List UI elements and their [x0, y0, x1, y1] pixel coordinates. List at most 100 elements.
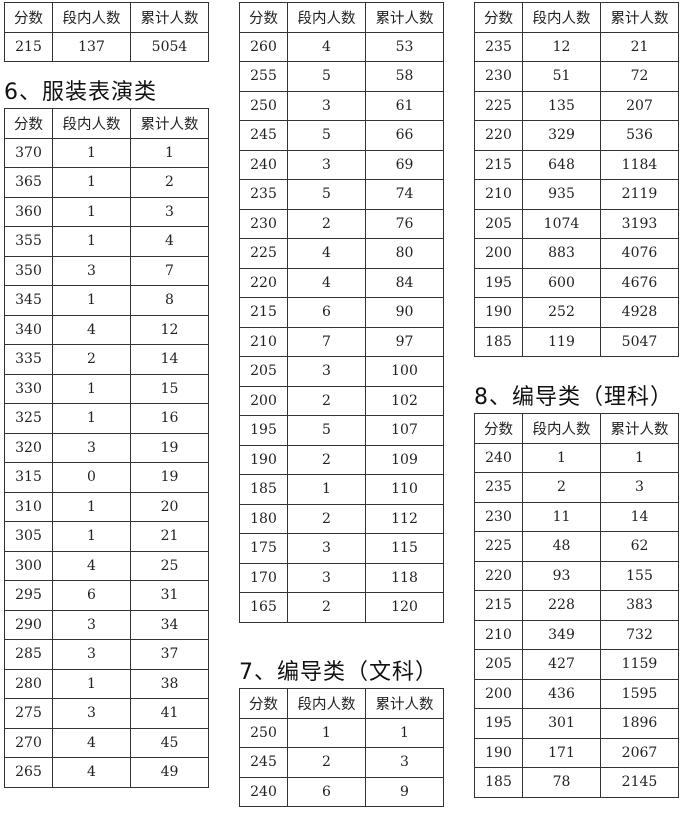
segment-count-cell: 6 — [287, 776, 366, 807]
table-row: 330 1 15 — [4, 373, 209, 404]
score-cell: 210 — [474, 619, 523, 650]
segment-count-cell: 1 — [52, 373, 131, 404]
table-row: 230 2 76 — [239, 208, 444, 239]
table-directing-science: 分数 段内人数 累计人数 240 1 1 235 2 3 230 11 14 225 48 62 220 93 1… — [474, 413, 679, 798]
score-cell: 195 — [239, 415, 288, 446]
table-row: 335 2 14 — [4, 344, 209, 375]
cumulative-count-cell: 536 — [600, 120, 679, 151]
segment-count-cell: 3 — [52, 255, 131, 286]
score-cell: 275 — [4, 698, 53, 729]
header-row: 分数 段内人数 累计人数 — [4, 2, 209, 33]
cumulative-count-cell: 14 — [130, 344, 209, 375]
score-cell: 340 — [4, 314, 53, 345]
cumulative-count-cell: 107 — [365, 415, 444, 446]
segment-count-cell: 3 — [52, 639, 131, 670]
score-cell: 345 — [4, 285, 53, 316]
table-row: 245 2 3 — [239, 747, 444, 778]
cumulative-count-cell: 21 — [130, 521, 209, 552]
score-cell: 215 — [239, 297, 288, 328]
segment-count-cell: 6 — [52, 580, 131, 611]
cumulative-count-cell: 1184 — [600, 149, 679, 180]
score-cell: 355 — [4, 226, 53, 257]
score-cell: 205 — [239, 356, 288, 387]
cumulative-count-cell: 1896 — [600, 708, 679, 739]
score-cell: 185 — [239, 474, 288, 505]
segment-count-cell: 2 — [287, 592, 366, 623]
segment-count-cell: 1 — [52, 137, 131, 168]
table-row: 190 171 2067 — [474, 737, 679, 768]
cumulative-count-cell: 19 — [130, 432, 209, 463]
score-cell: 240 — [239, 149, 288, 180]
segment-count-cell: 2 — [52, 344, 131, 375]
cumulative-count-cell: 21 — [600, 31, 679, 62]
table-row: 250 1 1 — [239, 717, 444, 748]
score-cell: 205 — [474, 208, 523, 239]
segment-count-cell: 1 — [52, 521, 131, 552]
score-cell: 245 — [239, 747, 288, 778]
score-cell: 325 — [4, 403, 53, 434]
column-header: 分数 — [239, 2, 288, 33]
table-row: 205 3 100 — [239, 356, 444, 387]
score-cell: 190 — [474, 737, 523, 768]
cumulative-count-cell: 14 — [600, 501, 679, 532]
segment-count-cell: 1 — [52, 226, 131, 257]
segment-count-cell: 51 — [522, 61, 601, 92]
column-header: 段内人数 — [287, 688, 366, 719]
table-row: 230 11 14 — [474, 501, 679, 532]
table-fashion-show-continued: 分数 段内人数 累计人数 260 4 53 255 5 58 250 3 61 245 5 66 240 3 69… — [239, 2, 444, 623]
table-row: 250 3 61 — [239, 90, 444, 121]
segment-count-cell: 1 — [52, 285, 131, 316]
cumulative-count-cell: 732 — [600, 619, 679, 650]
cumulative-count-cell: 4076 — [600, 238, 679, 269]
table-row: 300 4 25 — [4, 550, 209, 581]
cumulative-count-cell: 112 — [365, 503, 444, 534]
table-row: 175 3 115 — [239, 533, 444, 564]
segment-count-cell: 600 — [522, 267, 601, 298]
cumulative-count-cell: 1 — [365, 717, 444, 748]
score-cell: 315 — [4, 462, 53, 493]
cumulative-count-cell: 102 — [365, 385, 444, 416]
table-row: 225 4 80 — [239, 238, 444, 269]
score-cell: 260 — [239, 31, 288, 62]
cumulative-count-cell: 115 — [365, 533, 444, 564]
table-row: 360 1 3 — [4, 196, 209, 227]
table-row: 215 137 5054 — [4, 31, 209, 62]
segment-count-cell: 648 — [522, 149, 601, 180]
segment-count-cell: 1 — [52, 403, 131, 434]
score-cell: 205 — [474, 649, 523, 680]
score-cell: 200 — [239, 385, 288, 416]
cumulative-count-cell: 4 — [130, 226, 209, 257]
segment-count-cell: 2 — [287, 385, 366, 416]
segment-count-cell: 3 — [52, 432, 131, 463]
segment-count-cell: 2 — [287, 444, 366, 475]
score-cell: 285 — [4, 639, 53, 670]
segment-count-cell: 4 — [287, 267, 366, 298]
cumulative-count-cell: 8 — [130, 285, 209, 316]
cumulative-count-cell: 53 — [365, 31, 444, 62]
score-cell: 360 — [4, 196, 53, 227]
segment-count-cell: 7 — [287, 326, 366, 357]
column-header: 段内人数 — [287, 2, 366, 33]
cumulative-count-cell: 3 — [600, 472, 679, 503]
score-cell: 175 — [239, 533, 288, 564]
cumulative-count-cell: 90 — [365, 297, 444, 328]
cumulative-count-cell: 207 — [600, 90, 679, 121]
table-row: 245 5 66 — [239, 120, 444, 151]
segment-count-cell: 2 — [287, 208, 366, 239]
segment-count-cell: 3 — [287, 356, 366, 387]
table-row: 310 1 20 — [4, 491, 209, 522]
column-header: 累计人数 — [365, 2, 444, 33]
table-row: 200 2 102 — [239, 385, 444, 416]
table-continued-5: 分数 段内人数 累计人数 215 137 5054 — [4, 2, 209, 62]
segment-count-cell: 2 — [287, 747, 366, 778]
table-row: 235 2 3 — [474, 472, 679, 503]
score-cell: 235 — [239, 179, 288, 210]
table-row: 285 3 37 — [4, 639, 209, 670]
segment-count-cell: 1 — [287, 717, 366, 748]
score-cell: 195 — [474, 708, 523, 739]
header-row: 分数 段内人数 累计人数 — [239, 2, 444, 33]
cumulative-count-cell: 4928 — [600, 297, 679, 328]
cumulative-count-cell: 74 — [365, 179, 444, 210]
table-row: 210 935 2119 — [474, 179, 679, 210]
segment-count-cell: 3 — [52, 698, 131, 729]
